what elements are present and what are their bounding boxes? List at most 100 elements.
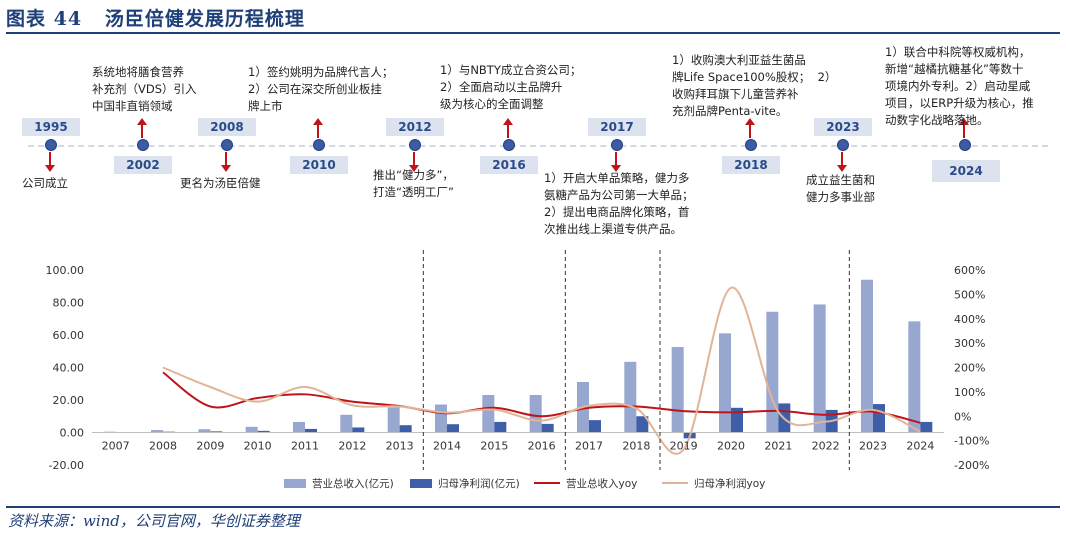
arrow-up-icon xyxy=(137,118,147,138)
revenue-bar xyxy=(624,361,637,433)
revenue-bar xyxy=(766,311,779,433)
figure-title: 图表 44 汤臣倍健发展历程梳理 xyxy=(6,8,305,30)
x-tick-label: 2022 xyxy=(812,440,840,453)
source-note: 资料来源：wind，公司官网，华创证券整理 xyxy=(8,512,300,530)
profit-bar xyxy=(541,423,554,433)
revenue-bar xyxy=(387,407,400,433)
revenue-bar xyxy=(482,394,495,433)
y2-tick-label: 600% xyxy=(954,264,985,277)
revenue-bar xyxy=(198,429,211,433)
arrow-down-icon xyxy=(45,152,55,172)
event-2010: 1）签约姚明为品牌代言人； 2）公司在深交所创业板挂 牌上市 xyxy=(248,65,394,113)
timeline-marker-1995 xyxy=(45,139,57,151)
profit-bar xyxy=(257,430,270,433)
profit-bar xyxy=(399,425,412,433)
y-tick-label: 80.00 xyxy=(53,297,85,310)
y2-tick-label: 400% xyxy=(954,313,985,326)
x-tick-label: 2009 xyxy=(196,440,224,453)
revenue-bar xyxy=(861,279,873,433)
arrow-down-icon xyxy=(837,152,847,172)
y-tick-label: 40.00 xyxy=(53,362,85,375)
revenue-bar xyxy=(813,304,826,433)
legend-label: 归母净利润yoy xyxy=(694,477,765,490)
revenue-bar xyxy=(340,414,353,433)
timeline-marker-2010 xyxy=(313,139,325,151)
legend-label: 归母净利润(亿元) xyxy=(438,477,520,490)
event-2012: 推出“健力多”， 打造“透明工厂” xyxy=(373,168,454,199)
event-2017: 1）开启大单品策略，健力多 氨糖产品为公司第一大单品； 2）提出电商品牌化策略，… xyxy=(544,171,694,236)
arrow-up-icon xyxy=(313,118,323,138)
y2-tick-label: 500% xyxy=(954,288,985,301)
event-2016: 1）与NBTY成立合资公司； 2）全面启动以主品牌升 级为核心的全面调整 xyxy=(440,63,582,111)
event-2008: 更名为汤臣倍健 xyxy=(180,176,261,190)
event-2018: 1）收购澳大利亚益生菌品 牌Life Space100%股权； 2） 收购拜耳旗… xyxy=(672,53,837,118)
y2-tick-label: -100% xyxy=(954,435,989,448)
profit-bar xyxy=(447,424,459,433)
event-2002: 系统地将膳食营养 补充剂（VDS）引入 中国非直销领域 xyxy=(92,65,197,113)
event-2024: 1）联合中科院等权威机构， 新增“越橘抗糖基化”等数十 项境内外专利。2）启动星… xyxy=(885,45,1034,127)
timeline-marker-2018 xyxy=(745,139,757,151)
arrow-up-icon xyxy=(745,118,755,138)
arrow-up-icon xyxy=(503,118,513,138)
y2-tick-label: 200% xyxy=(954,362,985,375)
event-2023: 成立益生菌和 健力多事业部 xyxy=(806,173,875,204)
timeline-marker-2002 xyxy=(137,139,149,151)
timeline-axis xyxy=(28,145,1048,147)
year-label-2002: 2002 xyxy=(114,156,172,174)
timeline-marker-2012 xyxy=(409,139,421,151)
bottom-rule xyxy=(6,506,1060,508)
year-label-2018: 2018 xyxy=(722,156,780,174)
year-label-2023: 2023 xyxy=(814,118,872,136)
y2-tick-label: 100% xyxy=(954,386,985,399)
profit-bar xyxy=(352,427,365,433)
year-label-2016: 2016 xyxy=(480,156,538,174)
arrow-down-icon xyxy=(409,152,419,172)
event-1995: 公司成立 xyxy=(22,176,68,190)
timeline-marker-2008 xyxy=(221,139,233,151)
revenue-profit-chart: -20.00 0.00 20.00 40.00 60.00 80.00 100.00 -200… xyxy=(46,250,989,490)
timeline-marker-2016 xyxy=(503,139,515,151)
year-label-2017: 2017 xyxy=(588,118,646,136)
year-label-2012: 2012 xyxy=(386,118,444,136)
profit-bar xyxy=(305,428,317,433)
x-tick-label: 2018 xyxy=(622,440,650,453)
revenue-yoy-line xyxy=(162,371,921,424)
revenue-bar xyxy=(293,421,305,433)
arrow-down-icon xyxy=(611,152,621,172)
revenue-bar xyxy=(908,321,921,433)
revenue-bar xyxy=(435,404,447,433)
x-tick-label: 2010 xyxy=(244,440,272,453)
x-tick-label: 2016 xyxy=(528,440,556,453)
year-label-1995: 1995 xyxy=(22,118,80,136)
timeline-marker-2017 xyxy=(611,139,623,151)
profit-bar xyxy=(731,407,743,433)
y-tick-label: 100.00 xyxy=(46,264,85,277)
legend-swatch xyxy=(410,479,432,488)
x-tick-label: 2011 xyxy=(291,440,319,453)
x-tick-label: 2017 xyxy=(575,440,603,453)
x-tick-label: 2008 xyxy=(149,440,177,453)
profit-bar xyxy=(636,416,649,433)
year-label-2010: 2010 xyxy=(290,156,348,174)
x-tick-label: 2013 xyxy=(386,440,414,453)
y2-tick-label: 0% xyxy=(954,410,971,423)
y-tick-label: -20.00 xyxy=(49,459,84,472)
revenue-bar xyxy=(529,394,542,433)
x-tick-label: 2014 xyxy=(433,440,461,453)
revenue-bar xyxy=(245,426,258,433)
y-tick-label: 20.00 xyxy=(53,394,85,407)
arrow-down-icon xyxy=(221,152,231,172)
revenue-bar xyxy=(719,333,731,433)
x-tick-label: 2020 xyxy=(717,440,745,453)
revenue-bar xyxy=(671,347,684,433)
y-tick-label: 60.00 xyxy=(53,329,85,342)
timeline-marker-2023 xyxy=(837,139,849,151)
x-tick-label: 2019 xyxy=(670,440,698,453)
top-rule xyxy=(6,32,1060,34)
y-tick-label: 0.00 xyxy=(60,427,85,440)
profit-bar xyxy=(920,421,933,433)
profit-yoy-line xyxy=(162,286,921,455)
legend-swatch xyxy=(284,479,306,488)
x-tick-label: 2021 xyxy=(764,440,792,453)
y2-tick-label: 300% xyxy=(954,337,985,350)
